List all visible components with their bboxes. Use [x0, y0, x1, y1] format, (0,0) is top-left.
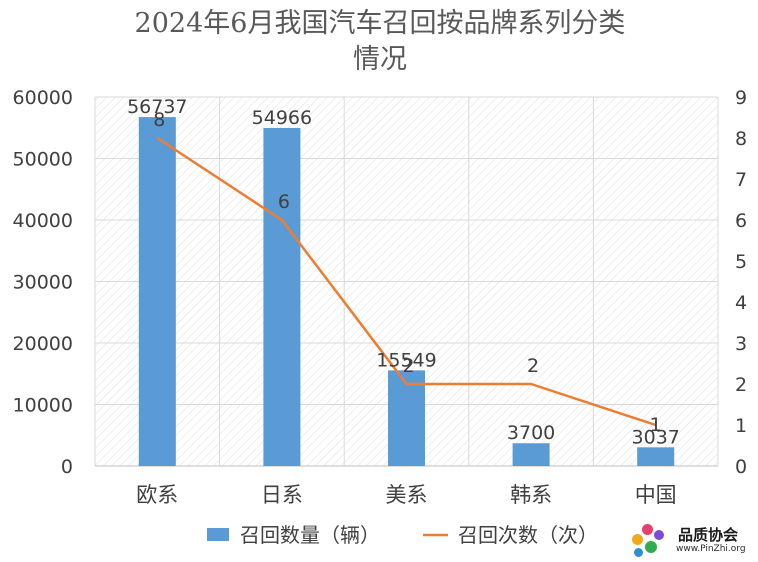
chart-title: 2024年6月我国汽车召回按品牌系列分类 情况: [134, 8, 626, 75]
bar-data-label: 3037: [632, 426, 680, 448]
bar: [388, 370, 425, 466]
line-path: [156, 136, 657, 427]
bar: [138, 117, 176, 467]
bar-data-label: 56737: [127, 96, 187, 118]
left-axis-ticks: 0 10000 20000 30000 40000 50000 60000: [13, 87, 73, 478]
left-tick-label: 50000: [13, 149, 73, 171]
bar: [637, 447, 675, 466]
bar: [263, 127, 301, 466]
right-tick-label: 3: [735, 333, 747, 355]
bar-data-label: 54966: [252, 107, 312, 129]
right-tick-label: 4: [735, 292, 747, 314]
line-data-labels: 8 6 2 2 1: [153, 109, 661, 436]
left-tick-label: 60000: [13, 87, 73, 109]
legend-label-bar: 召回数量（辆）: [240, 523, 380, 547]
logo-brand-text: 品质协会: [678, 526, 739, 544]
left-tick-label: 0: [61, 456, 73, 478]
bar-data-label: 3700: [507, 422, 555, 444]
bar-series: [138, 117, 675, 467]
logo-url-text: www.PinZhi.org: [676, 544, 746, 554]
line-data-label: 8: [153, 109, 165, 131]
left-tick-label: 40000: [13, 210, 73, 232]
left-tick-label: 30000: [13, 272, 73, 294]
bar-data-label: 15549: [376, 349, 436, 371]
category-label: 日系: [261, 483, 303, 507]
line-data-label: 6: [278, 191, 290, 213]
legend-label-line: 召回次数（次）: [458, 523, 598, 547]
category-label: 欧系: [136, 483, 178, 507]
line-series: [156, 136, 657, 427]
right-axis-ticks: 0 1 2 3 4 5 6 7 8 9: [735, 87, 747, 478]
category-label: 中国: [635, 483, 677, 507]
right-tick-label: 9: [735, 87, 747, 109]
right-tick-label: 8: [735, 128, 747, 150]
category-label: 韩系: [510, 483, 552, 507]
line-data-label: 2: [527, 355, 539, 377]
category-label: 美系: [386, 483, 428, 507]
bar: [512, 443, 550, 466]
line-data-label: 2: [402, 355, 414, 377]
right-tick-label: 6: [735, 210, 747, 232]
right-tick-label: 0: [735, 456, 747, 478]
right-tick-label: 5: [735, 251, 747, 273]
left-tick-label: 10000: [13, 395, 73, 417]
legend: 召回数量（辆） 召回次数（次）: [207, 523, 598, 547]
right-tick-label: 1: [735, 415, 747, 437]
bar-data-labels: 56737 54966 15549 3700 3037: [127, 96, 680, 448]
gridlines: [94, 96, 719, 467]
line-data-label: 1: [650, 414, 662, 436]
right-tick-label: 7: [735, 169, 747, 191]
category-labels: 欧系 日系 美系 韩系 中国: [136, 483, 676, 507]
left-tick-label: 20000: [13, 333, 73, 355]
legend-swatch-bar: [207, 528, 229, 541]
pinzhi-logo: 品质协会 www.PinZhi.org: [628, 520, 758, 562]
right-tick-label: 2: [735, 374, 747, 396]
